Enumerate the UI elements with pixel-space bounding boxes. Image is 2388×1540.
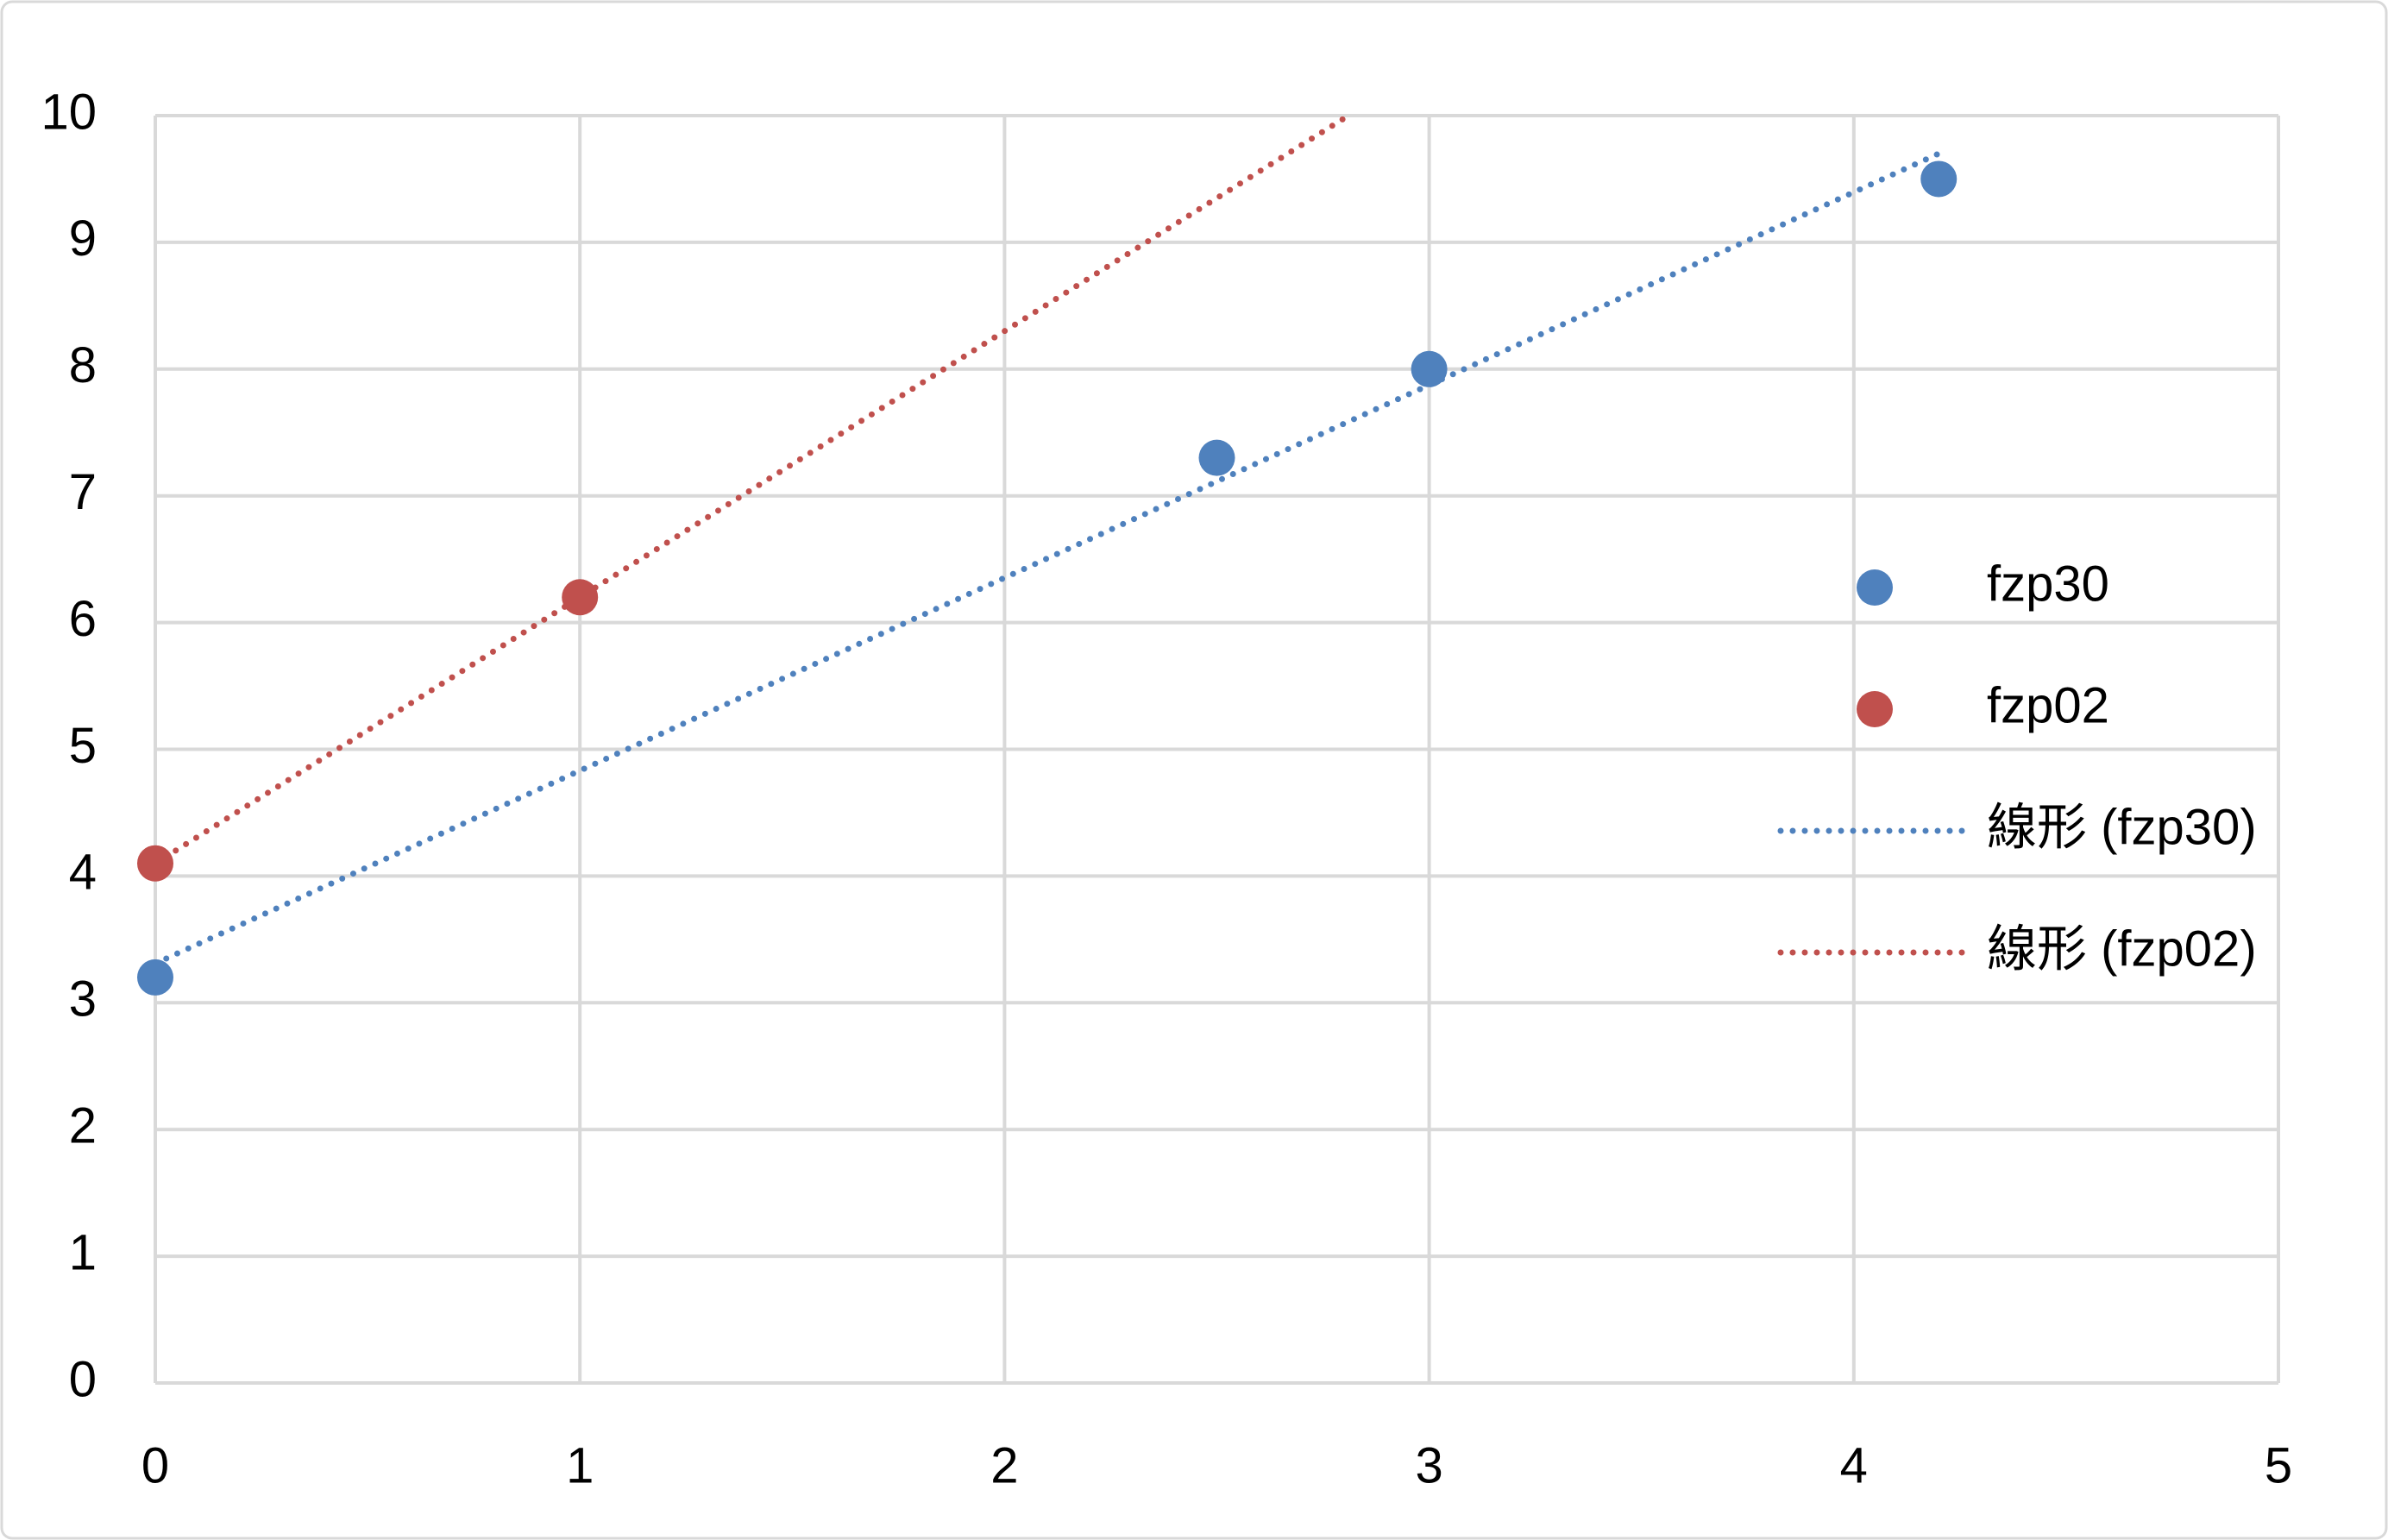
legend-label: 線形 (fzp02) — [1987, 921, 2257, 977]
y-tick-label: 3 — [69, 971, 97, 1028]
trendline — [152, 112, 1352, 867]
legend-label: 線形 (fzp30) — [1987, 799, 2257, 855]
y-tick-label: 8 — [69, 337, 97, 393]
x-tick-label: 1 — [566, 1437, 594, 1493]
legend-label: fzp30 — [1987, 556, 2109, 612]
x-tick-label: 0 — [141, 1437, 169, 1493]
point — [562, 579, 599, 616]
y-tick-label: 4 — [69, 845, 97, 901]
point — [1198, 439, 1235, 476]
x-tick-label: 2 — [990, 1437, 1018, 1493]
legend-marker — [1857, 569, 1893, 606]
point — [137, 845, 173, 882]
point — [1920, 160, 1958, 198]
y-tick-label: 6 — [69, 591, 97, 647]
point — [1411, 350, 1448, 387]
legend-label: fzp02 — [1987, 677, 2109, 733]
x-tick-label: 4 — [1840, 1437, 1868, 1493]
point — [137, 959, 173, 996]
trendline — [152, 150, 1942, 967]
legend-marker — [1857, 691, 1893, 727]
y-tick-label: 10 — [41, 84, 97, 140]
y-tick-label: 1 — [69, 1224, 97, 1280]
y-tick-label: 5 — [69, 718, 97, 774]
y-tick-label: 0 — [69, 1351, 97, 1407]
y-tick-label: 7 — [69, 464, 97, 520]
y-tick-label: 2 — [69, 1098, 97, 1154]
x-tick-label: 3 — [1415, 1437, 1442, 1493]
y-tick-label: 9 — [69, 211, 97, 267]
x-tick-label: 5 — [2265, 1437, 2292, 1493]
